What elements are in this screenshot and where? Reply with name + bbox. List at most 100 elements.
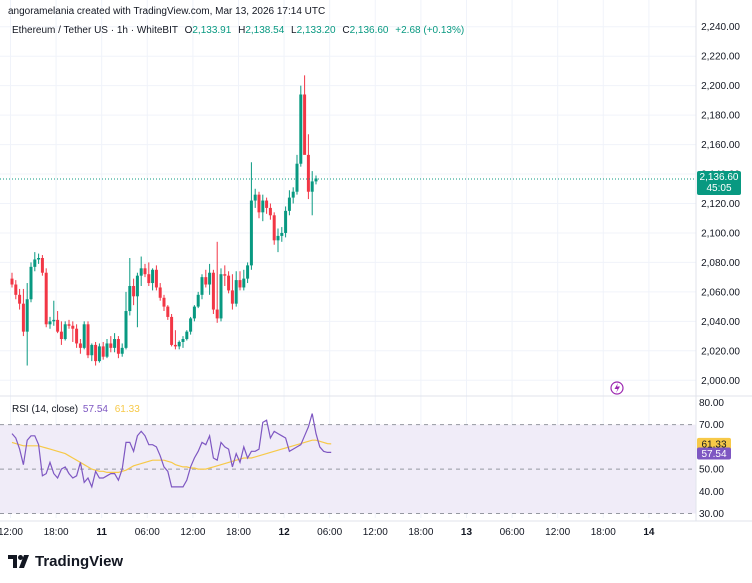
candle xyxy=(97,343,101,363)
rsi-ma-line xyxy=(11,439,332,473)
candle-body xyxy=(101,346,105,357)
candle-body xyxy=(215,309,219,319)
candle-body xyxy=(306,154,310,192)
candle-body xyxy=(208,272,212,285)
candle-body xyxy=(276,235,280,241)
price-tick-label: 2,020.00 xyxy=(701,346,740,357)
candle xyxy=(284,206,288,238)
price-tick-label: 2,120.00 xyxy=(701,199,740,210)
rsi-tick-label: 40.00 xyxy=(699,487,724,498)
candle xyxy=(246,262,250,284)
low-value: 2,133.20 xyxy=(296,25,336,36)
candle xyxy=(238,271,242,291)
time-tick-label: 11 xyxy=(96,527,107,538)
close-value: 2,136.60 xyxy=(349,25,389,36)
candle xyxy=(113,333,117,353)
candle xyxy=(33,252,37,272)
candle xyxy=(67,319,71,329)
candle xyxy=(314,175,318,185)
rsi-ma-tag-text: 61.33 xyxy=(701,439,726,450)
time-tick-label: 06:00 xyxy=(135,527,160,538)
candle-body xyxy=(124,311,128,348)
price-tick-label: 2,000.00 xyxy=(701,376,740,387)
rsi-pane-background xyxy=(0,424,696,515)
candle-body xyxy=(59,331,63,340)
candle-body xyxy=(162,297,166,307)
time-tick-label: 18:00 xyxy=(408,527,433,538)
candle-body xyxy=(211,272,215,310)
candle-body xyxy=(170,316,174,345)
candle xyxy=(56,311,60,334)
candle xyxy=(120,343,124,357)
candle-body xyxy=(291,191,295,198)
candle-body xyxy=(82,324,86,348)
candle-body xyxy=(234,280,238,304)
candle xyxy=(204,269,208,288)
candle-body xyxy=(52,319,56,322)
candle xyxy=(219,268,223,322)
candle xyxy=(295,154,299,195)
candle-body xyxy=(10,278,14,285)
candle xyxy=(158,283,162,301)
candle-body xyxy=(173,344,177,347)
candle xyxy=(94,341,98,366)
candle-body xyxy=(219,274,223,319)
candle-body xyxy=(189,318,193,332)
candle xyxy=(234,271,238,307)
rsi-tick-label: 80.00 xyxy=(699,398,724,409)
time-tick-label: 06:00 xyxy=(317,527,342,538)
candle xyxy=(63,321,67,341)
candle-body xyxy=(261,200,265,213)
symbol-name: Ethereum / Tether US · 1h · WhiteBIT xyxy=(12,25,178,36)
creator-caption: angoramelania created with TradingView.c… xyxy=(8,6,326,17)
candle-body xyxy=(151,269,155,284)
candle xyxy=(101,341,105,360)
candle xyxy=(105,339,109,359)
rsi-tick-label: 30.00 xyxy=(699,509,724,520)
candle xyxy=(135,272,139,328)
candle-body xyxy=(71,325,75,329)
candle xyxy=(86,321,90,359)
candle xyxy=(181,336,185,348)
candle xyxy=(82,321,86,350)
candle xyxy=(173,330,177,350)
candle-body xyxy=(90,344,94,356)
candle-body xyxy=(204,277,208,285)
candle-body xyxy=(238,280,242,288)
candle xyxy=(200,274,204,300)
candle-body xyxy=(33,259,37,267)
candle xyxy=(276,228,280,253)
time-tick-label: 12:00 xyxy=(545,527,570,538)
rsi-title: RSI (14, close) xyxy=(12,404,79,415)
candle-body xyxy=(196,294,200,307)
candle-body xyxy=(113,339,117,348)
candle xyxy=(230,274,234,310)
candle xyxy=(291,187,295,204)
candle xyxy=(257,191,261,219)
rsi-tag xyxy=(697,447,731,460)
tradingview-logo[interactable]: TradingView xyxy=(8,553,123,570)
candle xyxy=(109,336,113,353)
candle xyxy=(189,316,193,335)
candle-body xyxy=(120,347,124,354)
candle-body xyxy=(116,339,120,354)
high-value: 2,138.54 xyxy=(245,25,285,36)
candle-body xyxy=(268,207,272,216)
time-tick-label: 12:00 xyxy=(363,527,388,538)
candle xyxy=(287,190,291,216)
candle-body xyxy=(132,285,136,297)
candle xyxy=(223,265,227,286)
rsi-tick-label: 50.00 xyxy=(699,465,724,476)
open-label: O xyxy=(184,25,193,36)
candle xyxy=(124,291,128,350)
candle xyxy=(280,227,284,242)
candle xyxy=(227,271,231,294)
rsi-ma-tag xyxy=(697,437,731,450)
open-value: 2,133.91 xyxy=(192,25,232,36)
candle xyxy=(52,300,56,326)
rsi-legend: RSI (14, close) 57.54 61.33 xyxy=(12,404,140,415)
candle-body xyxy=(109,343,113,348)
candle-body xyxy=(253,194,257,201)
candle-body xyxy=(284,210,288,233)
